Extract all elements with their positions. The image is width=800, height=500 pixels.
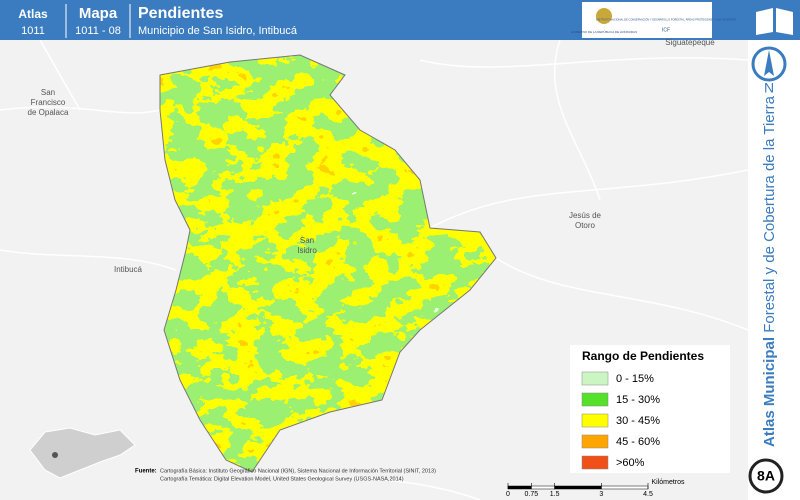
page-number: 8A — [757, 468, 775, 484]
place-label-line: Isidro — [297, 246, 317, 255]
north-arrow-needle — [764, 50, 774, 76]
legend-swatch — [581, 455, 609, 470]
legend-label: 45 - 60% — [616, 436, 660, 448]
source-label: Fuente: — [135, 469, 157, 475]
place-label: Siguatepeque — [665, 38, 715, 47]
legend-swatch — [581, 413, 609, 428]
sidebar-title-rest: Forestal y de Cobertura de la Tierra — [761, 95, 778, 332]
scale-tick-label: 3 — [599, 491, 603, 498]
scale-segment — [507, 485, 532, 490]
boundaries — [0, 39, 749, 500]
scale-segment — [531, 485, 555, 490]
sidebar-title: Atlas Municipal Forestal y de Cobertura … — [761, 95, 778, 447]
legend-label: 0 - 15% — [616, 373, 654, 385]
scale-tick-label: 1.5 — [550, 491, 560, 498]
municipality-boundary — [159, 54, 497, 473]
scale-unit: Kilómetros — [651, 479, 685, 486]
place-label-line: Jesús de — [569, 211, 602, 220]
place-label-line: San — [300, 236, 314, 245]
map-title: Pendientes — [138, 5, 223, 22]
legend-swatch — [581, 371, 609, 386]
scale-segment — [601, 485, 649, 490]
legend-box — [570, 345, 730, 473]
agency-acronym: ICF — [662, 27, 670, 33]
mapa-label: Mapa — [79, 5, 118, 22]
source-line: Cartografía Temática: Digital Elevation … — [160, 476, 404, 482]
scale-segment — [554, 485, 602, 490]
place-label-line: Otoro — [575, 221, 596, 230]
legend-label: 30 - 45% — [616, 415, 660, 427]
inset-location — [52, 452, 58, 458]
place-label-line: San — [41, 88, 55, 97]
legend-label: >60% — [616, 457, 645, 469]
legend-title: Rango de Pendientes — [582, 349, 704, 363]
north-label: N — [764, 80, 774, 96]
place-label-line: Francisco — [31, 98, 66, 107]
page-badge — [748, 458, 784, 494]
sidebar — [748, 40, 800, 500]
sidebar-title-bold: Atlas Municipal — [761, 337, 778, 447]
agency-name: INSTITUTO NACIONAL DE CONSERVACIÓN Y DES… — [596, 17, 736, 22]
legend-swatch — [581, 392, 609, 407]
place-label: San Isidro — [297, 236, 317, 255]
mapa-code: 1011 - 08 — [75, 25, 121, 37]
atlas-label: Atlas — [18, 7, 48, 21]
atlas-code: 1011 — [21, 25, 45, 37]
logo-emblem — [596, 8, 612, 24]
map-subtitle: Municipio de San Isidro, Intibucá — [138, 25, 298, 37]
scale-tick-label: 4.5 — [643, 491, 653, 498]
legend-swatch — [581, 434, 609, 449]
source-line: Cartografía Básica: Instituto Geográfico… — [160, 468, 436, 474]
scale-tick-label: 0.75 — [525, 491, 539, 498]
scale-tick-label: 0 — [506, 491, 510, 498]
place-label: San Francisco de Opalaca — [28, 88, 69, 117]
book-icon — [756, 8, 793, 35]
place-label-line: de Opalaca — [28, 108, 69, 117]
place-label: Intibucá — [114, 265, 143, 274]
legend-label: 15 - 30% — [616, 394, 660, 406]
inset-map — [29, 427, 136, 479]
agency-name: GOBIERNO DE LA REPÚBLICA DE HONDURAS — [571, 29, 637, 34]
place-label: Jesús de Otoro — [569, 211, 602, 230]
